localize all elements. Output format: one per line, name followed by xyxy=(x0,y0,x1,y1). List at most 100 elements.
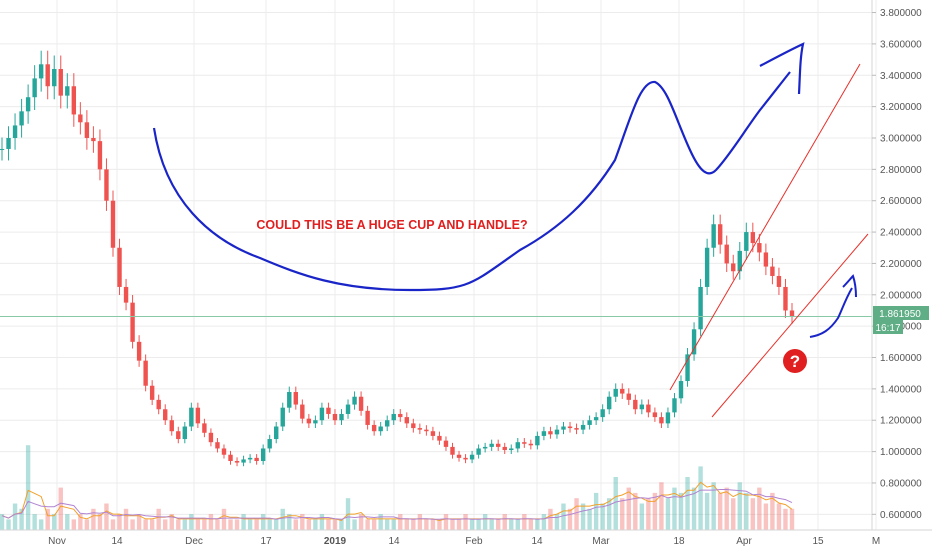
candle-body xyxy=(339,413,344,421)
candle-body xyxy=(91,137,96,142)
candle-body xyxy=(724,244,729,264)
volume-bar xyxy=(424,519,429,530)
candle-body xyxy=(241,459,246,463)
volume-bar xyxy=(352,519,357,530)
candle-body xyxy=(123,286,129,303)
candle-body xyxy=(437,435,442,441)
volume-bar xyxy=(502,514,507,530)
volume-bar xyxy=(561,503,566,530)
volume-bar xyxy=(326,519,331,530)
volume-bar xyxy=(554,514,560,530)
candle-body xyxy=(221,448,227,455)
y-tick-label: 1.600000 xyxy=(880,353,922,364)
y-tick-label: 2.200000 xyxy=(880,259,922,270)
candle-body xyxy=(365,410,370,425)
candle-body xyxy=(404,417,409,424)
volume-bar xyxy=(293,519,299,530)
volume-bar xyxy=(247,519,253,530)
candle-body xyxy=(52,68,57,87)
candle-body xyxy=(6,137,11,149)
volume-bar xyxy=(613,477,618,530)
candle-body xyxy=(757,243,762,253)
channel-upper-line xyxy=(669,63,861,391)
volume-bar xyxy=(724,487,729,530)
volume-bar xyxy=(515,519,520,530)
candle-body xyxy=(554,429,560,435)
candle-body xyxy=(110,200,116,248)
volume-bar xyxy=(19,508,24,530)
candle-body xyxy=(215,442,220,449)
volume-bar xyxy=(6,519,11,530)
candle-body xyxy=(319,407,325,421)
volume-bar xyxy=(228,519,233,530)
candle-body xyxy=(358,396,364,411)
volume-bar xyxy=(365,519,370,530)
candle-body xyxy=(247,457,253,460)
candle-body xyxy=(639,404,645,410)
candle-body xyxy=(417,428,423,430)
y-tick-label: 2.600000 xyxy=(880,196,922,207)
x-tick-label: Feb xyxy=(465,536,483,547)
volume-bar xyxy=(58,487,63,530)
volume-bar xyxy=(358,514,364,530)
volume-bar xyxy=(143,519,148,530)
volume-bar xyxy=(450,519,455,530)
candle-body xyxy=(620,388,625,394)
volume-bar xyxy=(306,519,312,530)
y-tick-label: 2.800000 xyxy=(880,165,922,176)
volume-bar xyxy=(548,508,553,530)
candle-body xyxy=(32,78,37,98)
volume-bar xyxy=(84,519,90,530)
candle-body xyxy=(443,440,449,447)
last-price-label: 1.861950 xyxy=(879,309,921,320)
candle-body xyxy=(313,420,318,424)
candle-body xyxy=(489,443,494,447)
candle-body xyxy=(306,418,312,424)
volume-bar xyxy=(234,519,240,530)
candle-body xyxy=(411,423,416,429)
volume-bar xyxy=(404,519,409,530)
x-tick-label: 14 xyxy=(531,536,543,547)
candle-body xyxy=(646,404,651,413)
volume-bar xyxy=(593,492,599,530)
candle-body xyxy=(515,442,520,449)
volume-bar xyxy=(717,492,723,530)
small-arrow-head-drawing xyxy=(842,274,857,298)
volume-bar xyxy=(71,519,77,530)
candle-body xyxy=(691,329,697,355)
candle-body xyxy=(685,354,690,382)
volume-bar xyxy=(567,508,573,530)
candle-body xyxy=(731,263,736,272)
candle-body xyxy=(509,448,514,451)
candle-body xyxy=(783,286,788,311)
volume-bar xyxy=(45,508,50,530)
candle-body xyxy=(580,424,586,430)
volume-bar xyxy=(202,519,207,530)
volume-bar xyxy=(476,519,481,530)
candle-body xyxy=(391,413,396,421)
volume-bar xyxy=(763,503,769,530)
volume-bar xyxy=(195,519,201,530)
y-tick-label: 2.000000 xyxy=(880,290,922,301)
candle-body xyxy=(463,457,468,460)
volume-bar xyxy=(639,503,645,530)
volume-bar xyxy=(163,519,168,530)
volume-bar xyxy=(626,487,631,530)
question-badge: ? xyxy=(783,349,807,373)
candle-body xyxy=(789,310,795,317)
candle-body xyxy=(776,275,782,287)
volume-bar xyxy=(443,514,449,530)
volume-bar xyxy=(208,514,214,530)
volume-moving-averages xyxy=(1,481,793,522)
candle-body xyxy=(450,446,455,455)
volume-bar xyxy=(12,503,18,530)
candle-body xyxy=(208,432,214,443)
candle-body xyxy=(398,413,403,418)
volume-bar xyxy=(97,514,103,530)
volume-bar xyxy=(130,519,135,530)
candle-body xyxy=(280,407,285,427)
last-price-tag: 1.861950 16:17 xyxy=(873,306,929,334)
x-tick-label: 18 xyxy=(673,536,685,547)
volume-bar xyxy=(685,477,690,530)
x-tick-label: Apr xyxy=(736,536,752,547)
